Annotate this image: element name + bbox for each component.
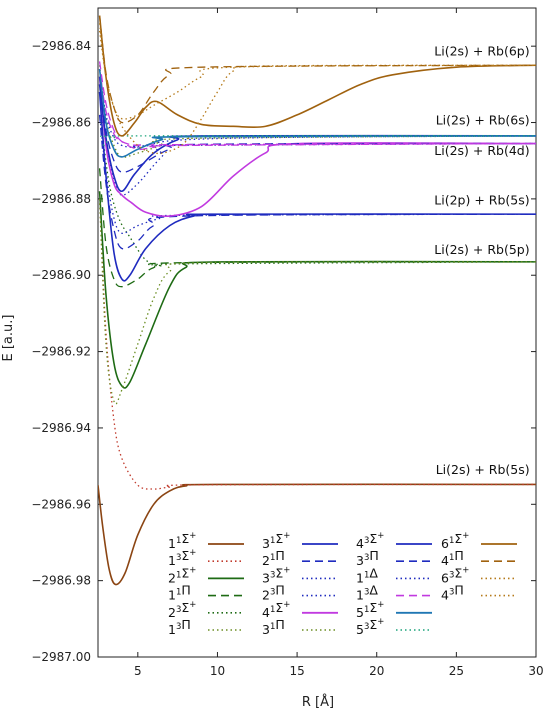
asymptote-label: Li(2s) + Rb(5s) [436, 462, 530, 477]
series-line [98, 61, 536, 151]
y-tick-label: −2986.94 [31, 421, 91, 435]
plot-frame [97, 7, 537, 658]
legend-label: 41Π [441, 548, 464, 568]
legend-label: 61Σ+ [441, 531, 469, 551]
x-axis-label: R [Å] [302, 694, 334, 710]
y-tick-label: −2987.00 [31, 650, 91, 664]
asymptote-label: Li(2s) + Rb(4d) [434, 143, 529, 158]
y-tick-label: −2986.88 [31, 192, 91, 206]
series-line [98, 198, 536, 405]
series-line [98, 68, 536, 148]
series-line [100, 122, 536, 267]
legend-label: 13Σ+ [168, 548, 196, 568]
y-tick-label: −2986.96 [31, 497, 91, 511]
legend-label: 31Π [262, 617, 285, 637]
x-tick-label: 25 [449, 664, 464, 678]
series-line [98, 91, 536, 282]
y-tick-label: −2986.92 [31, 345, 91, 359]
x-tick-label: 15 [289, 664, 304, 678]
series-line [98, 15, 536, 137]
series-group [98, 15, 536, 586]
series-line [98, 68, 536, 147]
series-line [98, 114, 536, 235]
x-tick-label: 30 [528, 664, 543, 678]
asymptote-label: Li(2p) + Rb(5s) [434, 193, 529, 208]
legend: 11Σ+ 31Σ+ 43Σ+ 61Σ+ 13Σ+ 21Π 33Π 41Π 21Σ+ 33Σ+ 11Δ… [168, 531, 517, 637]
legend-label: 23Σ+ [168, 600, 196, 620]
legend-label: 21Σ+ [168, 565, 196, 585]
x-tick-label: 10 [210, 664, 225, 678]
y-tick-label: −2986.90 [31, 268, 91, 282]
series-line [98, 30, 536, 155]
y-tick-label: −2986.98 [31, 574, 91, 588]
legend-label: 21Π [262, 548, 285, 568]
x-tick-label: 20 [369, 664, 384, 678]
legend-label: 53Σ+ [356, 617, 384, 637]
asymptote-label: Li(2s) + Rb(6s) [436, 112, 530, 127]
legend-label: 31Σ+ [262, 531, 290, 551]
legend-label: 13Π [168, 617, 191, 637]
asymptote-label: Li(2s) + Rb(6p) [434, 44, 529, 59]
asymptote-label: Li(2s) + Rb(5p) [434, 242, 529, 257]
legend-label: 33Σ+ [262, 565, 290, 585]
series-line [98, 191, 536, 389]
legend-label: 51Σ+ [356, 600, 384, 620]
legend-label: 41Σ+ [262, 600, 290, 620]
y-tick-label: −2986.86 [31, 116, 91, 130]
series-line [98, 23, 536, 120]
legend-label: 11Π [168, 583, 191, 603]
y-tick-label: −2986.84 [31, 39, 91, 53]
legend-label: 23Π [262, 583, 285, 603]
legend-label: 11Δ [356, 565, 378, 585]
series-line [98, 84, 536, 193]
legend-label: 11Σ+ [168, 531, 196, 551]
legend-label: 13Δ [356, 583, 378, 603]
x-tick-label: 5 [134, 664, 142, 678]
plot-area: −2987.00 −2986.98 −2986.96 −2986.94 −2986.92… [31, 7, 544, 678]
series-line [98, 168, 536, 288]
legend-label: 63Σ+ [441, 565, 469, 585]
y-axis-label: E [a.u.] [1, 315, 16, 362]
legend-label: 43Π [441, 583, 464, 603]
legend-label: 33Π [356, 548, 379, 568]
series-line [98, 483, 536, 586]
series-line [98, 114, 536, 250]
legend-label: 43Σ+ [356, 531, 384, 551]
